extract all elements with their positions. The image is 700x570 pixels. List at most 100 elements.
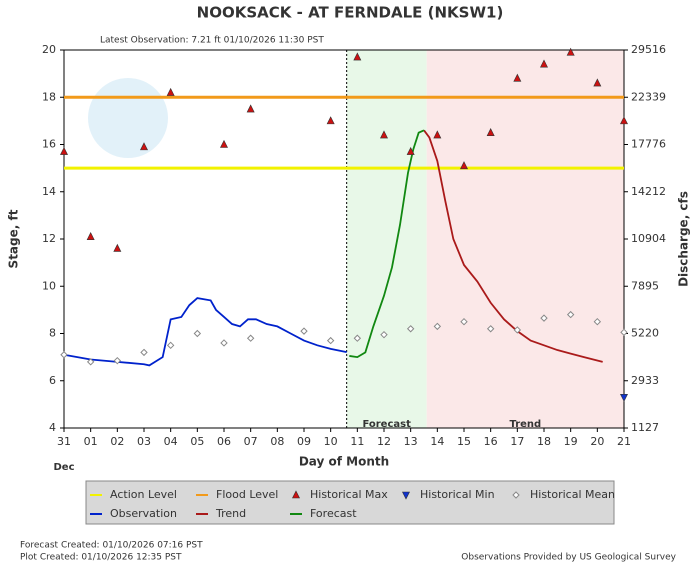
legend-box	[85, 480, 615, 525]
region	[426, 50, 624, 428]
x-axis-label: Day of Month	[299, 455, 389, 469]
historical-max-marker	[60, 146, 68, 155]
historical-max-marker	[113, 243, 122, 252]
historical-max-marker	[380, 130, 388, 139]
historical-mean-marker	[540, 314, 548, 322]
y2-tick-label: 1127	[631, 421, 659, 434]
historical-mean-marker	[460, 317, 468, 326]
historical-mean-marker	[566, 310, 575, 319]
y-tick-label: 12	[42, 232, 56, 245]
y-tick-label: 20	[42, 43, 56, 56]
historical-mean-marker	[113, 356, 122, 365]
historical-max-marker	[433, 130, 442, 139]
historical-max-marker	[246, 104, 255, 113]
historical-mean-marker	[193, 329, 202, 338]
historical-max-marker	[620, 116, 628, 125]
x-tick-label: 20	[590, 435, 604, 448]
x-tick-label: 02	[110, 435, 124, 448]
x-tick-label: 18	[537, 435, 551, 448]
legend-label: Observation	[110, 507, 177, 520]
historical-mean-marker	[433, 322, 442, 331]
historical-mean-marker	[246, 334, 255, 342]
historical-mean-marker	[512, 491, 520, 499]
historical-mean-marker	[300, 327, 308, 335]
y-tick-label: 10	[42, 279, 56, 292]
series-line	[63, 297, 347, 367]
x-tick-label: 05	[190, 435, 204, 448]
y2-tick-label: 10904	[631, 232, 666, 245]
legend-label: Forecast	[310, 507, 357, 520]
x-tick-label: 10	[324, 435, 338, 448]
y2-tick-label: 14212	[631, 185, 666, 198]
x-tick-label: 11	[350, 435, 364, 448]
x-tick-label: 07	[244, 435, 258, 448]
x-tick-label: 06	[217, 435, 231, 448]
historical-mean-marker	[620, 328, 628, 337]
historical-mean-marker	[353, 334, 362, 342]
historical-mean-marker	[593, 317, 602, 326]
region-label: Trend	[509, 419, 541, 430]
historical-max-marker	[166, 87, 175, 96]
historical-max-marker	[486, 128, 495, 136]
historical-max-marker	[406, 146, 415, 155]
x-tick-label: 08	[270, 435, 284, 448]
historical-mean-marker	[486, 325, 495, 333]
y-tick-label: 18	[42, 90, 56, 103]
historical-mean-marker	[86, 358, 95, 366]
x-tick-label: 13	[404, 435, 418, 448]
subtitle: Latest Observation: 7.21 ft 01/10/2026 1…	[100, 36, 324, 46]
x-tick-label: 15	[457, 435, 471, 448]
region	[346, 50, 427, 428]
historical-max-marker	[593, 78, 602, 87]
legend-label: Historical Mean	[530, 488, 615, 501]
legend-label: Action Level	[110, 488, 177, 501]
x-tick-label: 16	[484, 435, 498, 448]
historical-mean-marker	[60, 351, 68, 359]
chart-title: NOOKSACK - AT FERNDALE (NKSW1)	[197, 4, 504, 22]
historical-max-marker	[326, 116, 335, 125]
legend-label: Historical Min	[420, 488, 495, 501]
x-tick-label: 19	[564, 435, 578, 448]
historical-mean-marker	[220, 339, 228, 347]
historical-max-marker	[140, 142, 148, 151]
historical-min-marker	[620, 393, 628, 402]
historical-max-marker	[86, 231, 95, 240]
y-tick-label: 16	[42, 138, 56, 151]
historical-max-marker	[292, 490, 300, 499]
historical-mean-marker	[406, 325, 415, 333]
series-line	[349, 129, 425, 359]
y2-tick-label: 7895	[631, 279, 659, 292]
y-axis-label: Stage, ft	[7, 209, 21, 268]
historical-mean-marker	[140, 348, 148, 357]
series-line	[423, 129, 603, 363]
historical-max-marker	[540, 59, 548, 68]
y2-tick-label: 22339	[631, 90, 666, 103]
historical-mean-marker	[380, 330, 388, 339]
plot-created: Plot Created: 01/10/2026 12:35 PST	[20, 553, 182, 563]
watermark	[88, 78, 168, 158]
forecast-created: Forecast Created: 01/10/2026 07:16 PST	[20, 541, 203, 551]
region-label: Forecast	[362, 419, 411, 430]
historical-min-marker	[402, 491, 410, 500]
y-tick-label: 4	[49, 421, 56, 434]
x-tick-label: 04	[164, 435, 178, 448]
x-tick-label: 03	[137, 435, 151, 448]
legend-label: Flood Level	[216, 488, 278, 501]
x-tick-label: 31	[57, 435, 71, 448]
y2-tick-label: 17776	[631, 138, 666, 151]
x-tick-label: 09	[297, 435, 311, 448]
historical-mean-marker	[166, 341, 175, 350]
x-tick-label: 21	[617, 435, 631, 448]
x-tick-label: 14	[430, 435, 444, 448]
x-tick-label: 12	[377, 435, 391, 448]
y-tick-label: 14	[42, 185, 56, 198]
y2-tick-label: 29516	[631, 43, 666, 56]
y2-tick-label: 5220	[631, 327, 659, 340]
historical-max-marker	[220, 139, 228, 148]
legend-label: Historical Max	[310, 488, 388, 501]
historical-max-marker	[513, 73, 522, 82]
historical-mean-marker	[513, 326, 522, 334]
historical-max-marker	[460, 161, 468, 170]
historical-max-marker	[353, 52, 362, 61]
